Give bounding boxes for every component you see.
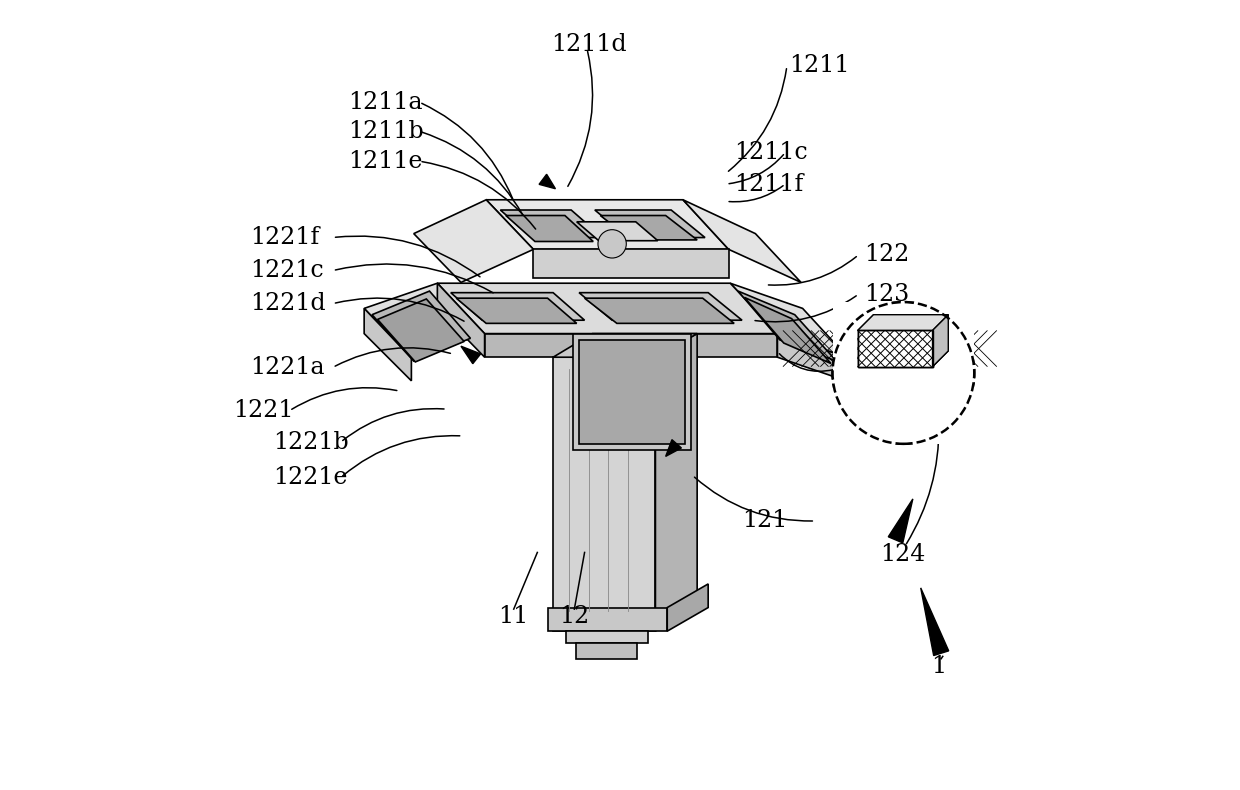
Text: 1221b: 1221b [274,431,350,453]
Polygon shape [600,216,697,240]
Polygon shape [377,299,464,362]
Text: 1221: 1221 [233,399,293,422]
Polygon shape [548,608,667,631]
Polygon shape [553,357,656,631]
Polygon shape [365,283,485,358]
Polygon shape [932,302,975,444]
Polygon shape [461,346,481,363]
Text: 1211c: 1211c [734,141,807,164]
Polygon shape [575,643,637,659]
Text: 122: 122 [864,243,909,266]
Text: 1211e: 1211e [348,149,423,173]
Polygon shape [567,631,647,643]
Text: 1221c: 1221c [250,259,324,282]
Polygon shape [858,367,932,444]
Text: 1211: 1211 [789,55,849,77]
Polygon shape [858,330,932,367]
Text: 1221f: 1221f [250,226,319,249]
Polygon shape [932,314,949,367]
Polygon shape [595,210,706,238]
Polygon shape [506,216,593,242]
Text: 1221d: 1221d [250,292,326,315]
Text: 121: 121 [742,510,787,532]
Text: 1221e: 1221e [274,466,348,489]
Polygon shape [921,588,949,656]
Polygon shape [414,200,533,283]
Text: 1211a: 1211a [348,91,423,114]
Polygon shape [577,222,657,241]
Text: 11: 11 [498,605,528,629]
Circle shape [598,230,626,258]
Polygon shape [858,314,949,330]
Text: 1211f: 1211f [734,172,804,195]
Text: 1211d: 1211d [551,33,626,56]
Polygon shape [744,297,831,363]
Polygon shape [683,200,801,283]
Text: 124: 124 [880,543,925,566]
Polygon shape [451,292,584,320]
Polygon shape [365,308,412,381]
Polygon shape [573,333,691,450]
Text: 123: 123 [864,283,909,306]
Polygon shape [579,292,742,320]
Polygon shape [456,298,577,323]
Polygon shape [486,200,729,250]
Text: 12: 12 [559,605,589,629]
Polygon shape [832,302,858,444]
Polygon shape [666,440,682,457]
Polygon shape [553,333,697,357]
Polygon shape [858,314,949,330]
Polygon shape [858,330,932,367]
Polygon shape [738,291,837,361]
Polygon shape [730,283,848,358]
Polygon shape [485,333,777,357]
Polygon shape [372,291,470,361]
Polygon shape [438,283,485,357]
Polygon shape [584,298,734,323]
Polygon shape [438,283,777,333]
Polygon shape [656,333,697,631]
Polygon shape [858,302,932,330]
Polygon shape [533,250,729,279]
Polygon shape [777,333,848,382]
Polygon shape [539,175,556,189]
Polygon shape [579,340,684,444]
Polygon shape [667,584,708,631]
Text: 1: 1 [931,655,946,678]
Polygon shape [501,210,603,238]
Polygon shape [888,499,913,543]
Text: 1221a: 1221a [250,356,325,379]
Polygon shape [932,314,949,367]
Text: 1211b: 1211b [348,120,424,143]
